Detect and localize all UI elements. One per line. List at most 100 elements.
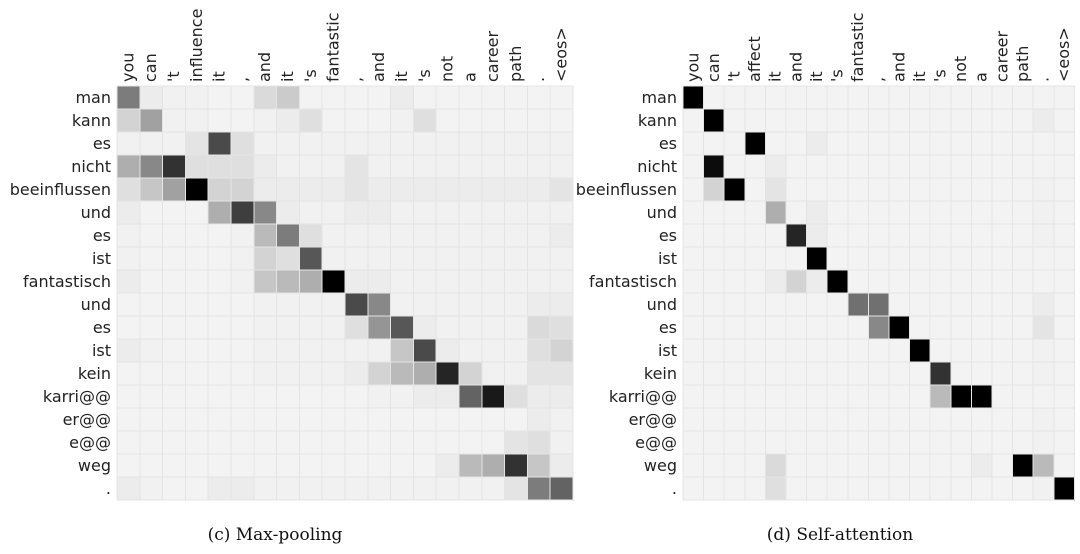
heatmap-cell: [724, 293, 746, 317]
x-tick-label: fantastic: [848, 12, 867, 82]
heatmap-cell: [806, 293, 828, 317]
heatmap-cell: [786, 431, 807, 455]
heatmap-cell: [436, 362, 460, 386]
heatmap-cell: [971, 477, 993, 501]
heatmap-cell: [786, 362, 807, 386]
heatmap-cell: [231, 293, 255, 317]
heatmap-cell: [971, 155, 993, 179]
heatmap-cell: [459, 86, 483, 110]
heatmap-cell: [253, 339, 277, 363]
heatmap-cell: [276, 247, 300, 271]
heatmap-cell: [1012, 201, 1034, 225]
heatmap-cell: [950, 477, 972, 501]
heatmap-cell: [724, 339, 746, 363]
heatmap-cell: [724, 224, 746, 248]
heatmap-cell: [992, 247, 1013, 271]
heatmap-cell: [185, 408, 209, 432]
heatmap-cell: [765, 454, 787, 478]
heatmap-cell: [208, 247, 232, 271]
heatmap-cell: [950, 247, 972, 271]
heatmap-cell: [827, 132, 849, 156]
heatmap-cell: [765, 408, 787, 432]
heatmap-cell: [276, 132, 300, 156]
heatmap-cell: [703, 454, 725, 478]
heatmap-cell: [847, 431, 869, 455]
heatmap-cell: [806, 132, 828, 156]
heatmap-cell: [345, 339, 369, 363]
heatmap-cell: [868, 385, 890, 409]
heatmap-cell: [322, 431, 346, 455]
heatmap-cell: [847, 109, 869, 133]
heatmap-cell: [322, 454, 346, 478]
heatmap-cell: [550, 316, 574, 340]
heatmap-cell: [413, 178, 437, 202]
heatmap-cell: [847, 293, 869, 317]
heatmap-cell: [299, 247, 323, 271]
y-tick-label: es: [659, 318, 677, 337]
heatmap-cell: [550, 86, 574, 110]
heatmap-cell: [527, 201, 551, 225]
heatmap-cell: [504, 224, 528, 248]
heatmap-cell: [459, 155, 483, 179]
heatmap-cell: [1053, 201, 1075, 225]
heatmap-cell: [827, 86, 849, 110]
heatmap-cell: [162, 431, 186, 455]
heatmap-cell: [322, 86, 346, 110]
heatmap-cell: [827, 155, 849, 179]
heatmap-cell: [889, 316, 910, 340]
heatmap-cell: [1012, 270, 1034, 294]
heatmap-cell: [744, 362, 766, 386]
heatmap-cell: [481, 201, 505, 225]
heatmap-cell: [909, 362, 931, 386]
heatmap-cell: [436, 477, 460, 501]
heatmap-cell: [889, 201, 910, 225]
heatmap-cell: [459, 362, 483, 386]
heatmap-cell: [231, 247, 255, 271]
heatmap-cell: [992, 86, 1013, 110]
heatmap-cell: [806, 362, 828, 386]
heatmap-cell: [992, 109, 1013, 133]
heatmap-cell: [827, 293, 849, 317]
heatmap-cell: [827, 270, 849, 294]
x-tick-label: ,: [346, 77, 365, 82]
heatmap-cell: [847, 224, 869, 248]
heatmap-cell: [827, 362, 849, 386]
x-tick-label: and: [255, 52, 274, 82]
heatmap-cell: [299, 293, 323, 317]
heatmap-cell: [1053, 431, 1075, 455]
heatmap-cell: [459, 109, 483, 133]
heatmap-cell: [527, 293, 551, 317]
heatmap-cell: [504, 109, 528, 133]
heatmap-cell: [276, 454, 300, 478]
heatmap-cell: [724, 155, 746, 179]
heatmap-cell: [930, 454, 952, 478]
heatmap-cell: [459, 224, 483, 248]
heatmap-cell: [1012, 362, 1034, 386]
y-tick-label: und: [81, 203, 111, 222]
heatmap-cell: [930, 155, 952, 179]
heatmap-cell: [1053, 293, 1075, 317]
heatmap-cell: [117, 454, 141, 478]
heatmap-cell: [299, 86, 323, 110]
y-tick-label: karri@@: [43, 387, 111, 406]
heatmap-cell: [504, 477, 528, 501]
heatmap-cell: [481, 293, 505, 317]
heatmap-cell: [117, 86, 141, 110]
heatmap-cell: [971, 385, 993, 409]
heatmap-cell: [765, 201, 787, 225]
heatmap-cell: [276, 362, 300, 386]
x-tick-label: 't: [725, 71, 744, 82]
heatmap-cell: [827, 431, 849, 455]
heatmap-cell: [550, 408, 574, 432]
heatmap-cell: [765, 224, 787, 248]
y-tick-label: es: [659, 226, 677, 245]
x-tick-label: can: [704, 53, 723, 82]
heatmap-cell: [139, 86, 163, 110]
heatmap-cell: [436, 270, 460, 294]
heatmap-cell: [550, 454, 574, 478]
heatmap-cell: [299, 270, 323, 294]
x-tick-label: not: [951, 56, 970, 82]
heatmap-cell: [345, 86, 369, 110]
heatmap-cell: [1053, 247, 1075, 271]
panel-caption: (c) Max-pooling: [208, 525, 343, 545]
